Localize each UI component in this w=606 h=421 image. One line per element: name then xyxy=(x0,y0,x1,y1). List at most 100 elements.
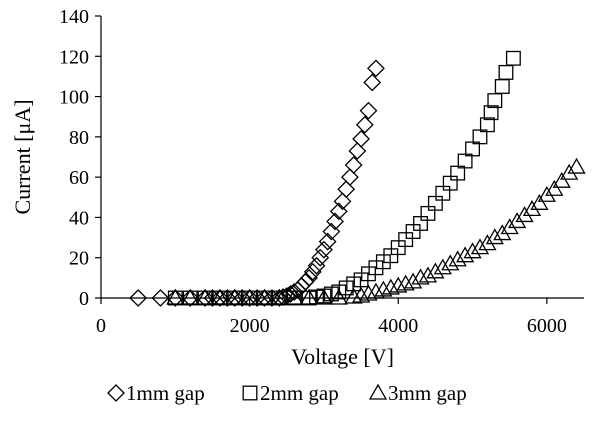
data-point xyxy=(225,289,244,307)
series-2mm-gap xyxy=(167,50,521,306)
data-point xyxy=(248,289,266,307)
data-point xyxy=(315,240,333,259)
data-point xyxy=(151,289,170,307)
data-point xyxy=(210,289,229,307)
data-point xyxy=(329,288,348,305)
data-point xyxy=(348,142,367,160)
data-point xyxy=(300,268,318,287)
data-point xyxy=(285,288,304,305)
data-point xyxy=(530,194,549,210)
legend-label: 2mm gap xyxy=(260,381,339,405)
data-point xyxy=(233,289,252,307)
data-point xyxy=(498,64,514,80)
data-point xyxy=(218,289,237,307)
data-point xyxy=(389,276,408,293)
y-tick-label: 40 xyxy=(69,207,89,229)
data-point xyxy=(552,171,571,188)
data-point xyxy=(210,288,230,305)
data-point xyxy=(181,289,200,307)
legend-square-icon xyxy=(242,385,258,401)
series-3mm-gap xyxy=(166,157,586,305)
data-point xyxy=(270,288,289,305)
data-point xyxy=(508,212,527,229)
data-point xyxy=(225,288,244,305)
data-point xyxy=(479,117,495,133)
data-point xyxy=(203,289,222,307)
data-point xyxy=(329,202,348,221)
data-point xyxy=(463,242,482,259)
data-point xyxy=(285,283,304,301)
x-tick-label: 2000 xyxy=(230,315,270,337)
data-point xyxy=(478,234,497,251)
data-point xyxy=(567,157,586,174)
y-tick-label: 140 xyxy=(59,6,89,28)
data-point xyxy=(255,289,274,307)
data-point xyxy=(418,266,438,283)
data-point xyxy=(537,185,556,202)
x-tick-label: 0 xyxy=(96,315,106,337)
legend: 1mm gap 2mm gap 3mm gap xyxy=(107,381,467,405)
y-axis-title: Current [μA] xyxy=(10,99,35,214)
data-point xyxy=(381,278,400,295)
data-point xyxy=(359,101,378,120)
y-tick-label: 60 xyxy=(69,167,89,189)
y-tick-label: 120 xyxy=(59,46,89,68)
data-point xyxy=(455,246,475,263)
data-point xyxy=(355,115,374,134)
x-tick-label: 4000 xyxy=(378,315,418,337)
data-point xyxy=(299,288,319,305)
data-point xyxy=(403,272,423,289)
data-point xyxy=(545,179,564,196)
x-axis-ticks: 0 2000 4000 6000 xyxy=(96,298,567,337)
data-point xyxy=(311,248,330,267)
data-point xyxy=(359,284,378,301)
data-point xyxy=(374,280,393,297)
data-point xyxy=(333,192,352,211)
data-point xyxy=(326,212,344,231)
data-point xyxy=(367,59,385,78)
data-point xyxy=(522,200,542,217)
legend-triangle-icon xyxy=(368,383,388,400)
data-point xyxy=(240,288,259,305)
data-point xyxy=(318,232,337,251)
y-tick-label: 80 xyxy=(69,127,89,149)
data-point xyxy=(341,168,359,187)
data-point xyxy=(337,180,356,199)
data-point xyxy=(322,222,341,241)
data-point xyxy=(195,288,215,305)
data-point xyxy=(448,250,467,267)
data-point xyxy=(129,289,148,307)
data-point xyxy=(426,262,445,279)
data-point xyxy=(344,156,363,174)
data-point xyxy=(493,224,512,241)
data-point xyxy=(166,288,185,305)
data-point xyxy=(344,287,363,304)
data-point xyxy=(196,289,214,307)
data-point xyxy=(505,50,521,66)
data-point xyxy=(351,286,371,303)
data-point xyxy=(181,288,200,305)
data-point xyxy=(500,218,519,235)
data-point xyxy=(433,258,452,275)
data-point xyxy=(441,254,460,271)
data-point xyxy=(515,206,534,223)
y-axis-ticks: 0 20 40 60 80 100 120 140 xyxy=(59,6,101,310)
legend-diamond-icon xyxy=(107,384,125,402)
data-point xyxy=(485,228,504,245)
legend-label: 3mm gap xyxy=(388,381,467,405)
data-point xyxy=(366,282,386,299)
data-point xyxy=(470,238,490,255)
series-1mm-gap xyxy=(129,59,385,307)
x-axis-title: Voltage [V] xyxy=(291,344,394,369)
data-point xyxy=(296,272,315,291)
data-point xyxy=(483,105,499,121)
data-point xyxy=(240,289,259,307)
data-point xyxy=(314,288,334,305)
data-point xyxy=(166,289,185,307)
data-point xyxy=(560,163,579,180)
y-tick-label: 20 xyxy=(69,248,89,270)
y-tick-label: 0 xyxy=(79,288,89,310)
data-point xyxy=(494,79,510,94)
data-point xyxy=(411,268,430,285)
data-point xyxy=(396,274,415,291)
